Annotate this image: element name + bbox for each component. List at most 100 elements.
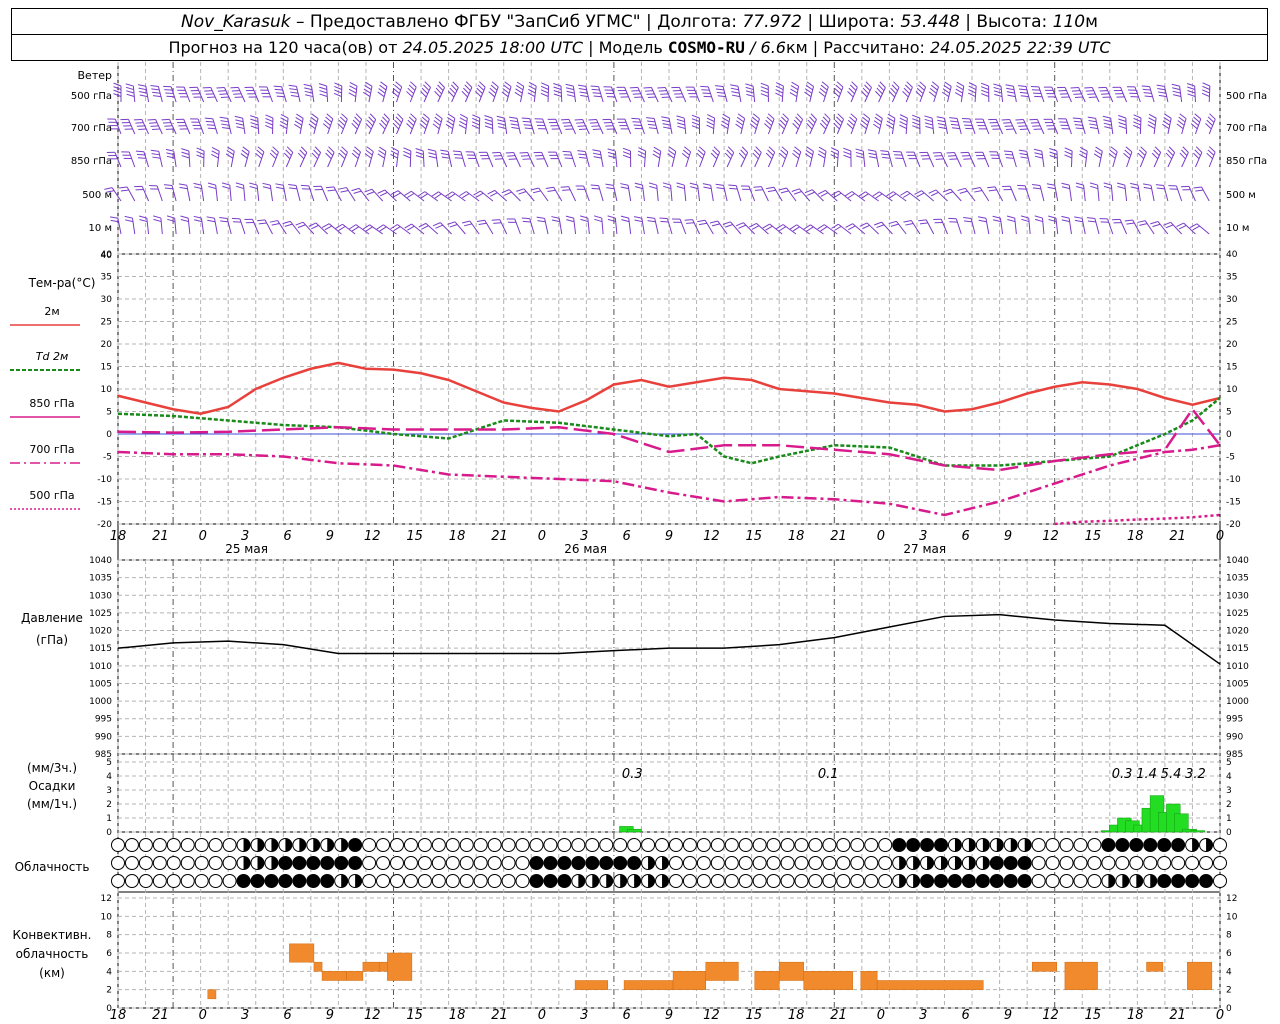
conv-cloud-bar: [387, 952, 413, 981]
wind-barb-feather: [607, 215, 616, 219]
conv-cloud-bar: [1032, 961, 1057, 972]
wind-barb-feather: [1133, 121, 1141, 126]
wind-barb-feather: [1124, 149, 1132, 156]
temp-tick-right: 10: [1226, 385, 1238, 395]
wind-barb-feather: [817, 224, 825, 230]
wind-barb-feather: [352, 119, 360, 127]
wind-barb-feather: [622, 147, 631, 152]
wind-barb: [947, 86, 952, 103]
wind-barb: [523, 188, 535, 202]
cloud-cover-symbol: [501, 838, 516, 852]
wind-barb-feather: [449, 87, 456, 95]
cloud-cover-symbol: [194, 874, 209, 888]
wind-barb-feather: [216, 86, 225, 89]
wind-barb: [315, 222, 328, 235]
wind-barb-feather: [255, 152, 262, 159]
wind-barb-feather: [648, 127, 657, 130]
wind-barb-feather: [338, 152, 346, 160]
wind-barb: [132, 86, 136, 103]
conv-tick-right: 10: [1226, 912, 1238, 922]
wind-barb-feather: [902, 192, 911, 198]
temp-legend-label: 2м: [44, 305, 59, 318]
wind-barb: [940, 219, 948, 235]
wind-barb-feather: [1034, 155, 1043, 159]
wind-barb-feather: [1181, 149, 1188, 157]
wind-barb-feather: [166, 215, 175, 219]
wind-barb-feather: [684, 146, 691, 153]
wind-barb: [226, 218, 232, 235]
cloud-cover-symbol: [306, 856, 321, 870]
wind-barb-feather: [502, 88, 510, 94]
wind-barb-feather: [407, 87, 414, 95]
cloud-cover-symbol: [459, 838, 474, 852]
temperature-title: Тем-ра(°C): [28, 276, 96, 290]
cloud-cover-symbol: [1115, 856, 1130, 870]
wind-barb-feather: [891, 84, 898, 91]
wind-barb-feather: [1156, 187, 1165, 190]
wind-barb-feather: [379, 191, 388, 197]
wind-barb-feather: [915, 91, 923, 98]
wind-barb-feather: [491, 81, 499, 88]
wind-barb-feather: [1046, 183, 1055, 186]
wind-barb-feather: [1032, 187, 1041, 190]
wind-barb-feather: [945, 191, 954, 196]
wind-barb-feather: [362, 91, 371, 98]
wind-barb: [1078, 87, 1086, 103]
time-tick-label: 9: [326, 529, 334, 544]
wind-barb-feather: [861, 193, 869, 199]
wind-barb-feather: [296, 113, 304, 119]
wind-barb-feather: [807, 119, 814, 127]
wind-barb-feather: [1076, 185, 1085, 190]
wind-barb-feather: [807, 191, 815, 196]
wind-barb-feather: [476, 87, 483, 95]
cloud-cover-symbol: [222, 874, 237, 888]
time-tick-label: 18: [110, 1008, 127, 1023]
wind-barb: [964, 188, 976, 202]
wind-barb-feather: [906, 81, 913, 88]
wind-barb-feather: [290, 91, 299, 94]
cloud-cover-symbol: [111, 874, 125, 888]
cloud-cover-symbol: [194, 856, 209, 870]
wind-barb: [131, 218, 136, 235]
wind-barb: [838, 223, 852, 235]
wind-barb: [905, 118, 908, 135]
wind-barb: [158, 151, 163, 168]
temp-tick-right: 40: [1226, 250, 1238, 260]
cloud-cover-symbol: [794, 874, 809, 888]
pressure-tick-right: 1035: [1226, 574, 1249, 584]
wind-barb-feather: [850, 113, 858, 120]
temp-tick-left: 40: [101, 250, 113, 260]
wind-barb-feather: [810, 113, 817, 120]
wind-level-label-left: 10 м: [89, 223, 112, 234]
wind-barb-feather: [931, 191, 939, 197]
wind-barb-feather: [226, 150, 234, 156]
wind-barb: [979, 187, 990, 202]
conv-tick-right: 0: [1226, 1004, 1232, 1014]
wind-barb-feather: [410, 113, 417, 120]
wind-barb: [368, 86, 373, 103]
time-tick-label: 18: [788, 529, 805, 544]
wind-barb: [573, 218, 577, 235]
wind-barb-feather: [1020, 215, 1029, 219]
wind-barb: [244, 151, 250, 168]
wind-barb-feather: [351, 226, 360, 232]
wind-barb-feather: [553, 90, 562, 94]
wind-barb-feather: [166, 152, 175, 156]
wind-barb: [935, 189, 948, 202]
wind-barb-feather: [1187, 86, 1196, 90]
cloud-cover-symbol: [1101, 856, 1116, 870]
wind-barb: [982, 152, 990, 168]
cloud-cover-symbol: [1017, 874, 1032, 888]
wind-barb: [111, 187, 122, 202]
wind-barb-feather: [353, 190, 362, 194]
wind-barb-feather: [391, 146, 399, 152]
time-tick-label: 12: [364, 529, 381, 544]
wind-barb-feather: [432, 222, 441, 227]
wind-barb-feather: [753, 149, 761, 156]
wind-barb-feather: [875, 193, 883, 199]
wind-barb-feather: [465, 81, 473, 88]
precip-3h-label: 1.4: [1136, 767, 1157, 782]
temp-tick-left: -5: [103, 453, 112, 463]
wind-barb: [754, 152, 762, 168]
wind-barb-feather: [565, 215, 574, 219]
